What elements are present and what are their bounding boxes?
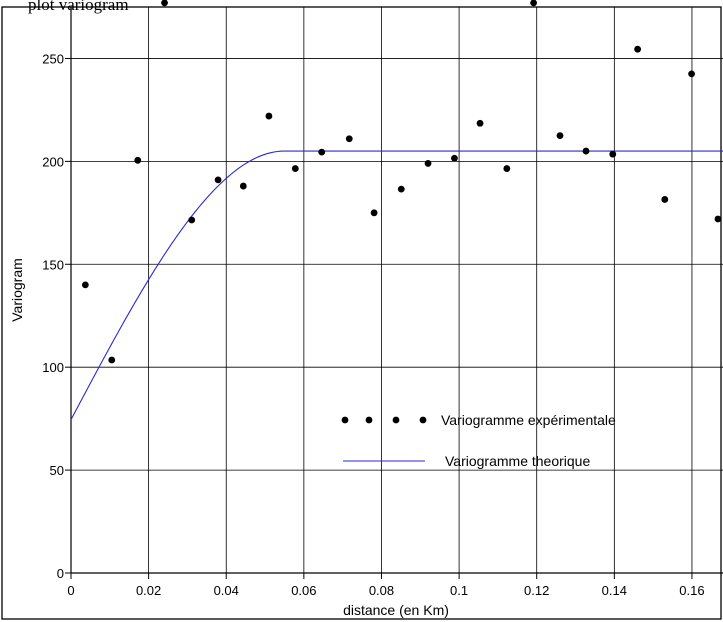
experimental-point [634,45,642,53]
y-tick-label: 0 [57,566,64,581]
legend-dot [392,416,400,424]
experimental-point [661,196,669,203]
experimental-point [582,147,590,155]
legend-dot [341,416,349,424]
x-tick-label: 0.08 [369,583,394,598]
experimental-point [265,112,273,120]
x-tick-labels: 0 0.02 0.04 0.06 0.08 0.1 0.12 0.14 0.16 [67,583,704,598]
experimental-point [345,135,353,143]
x-tick-label: 0.1 [450,583,468,598]
theoretical-variogram-series [70,150,723,420]
experimental-point [503,165,511,172]
experimental-point [370,209,378,217]
legend-dot [419,416,427,424]
legend-dot [365,416,373,424]
experimental-point [714,215,722,223]
y-tick-label: 200 [42,154,64,169]
y-tick-labels: 0 50 100 150 200 250 [42,51,64,581]
legend-label-theoretical: Variogramme theorique [445,453,590,469]
x-tick-label: 0 [67,583,74,598]
x-tick-label: 0.02 [136,583,161,598]
y-tick-label: 100 [42,360,64,375]
y-tick-label: 250 [42,51,64,66]
plot-frame [1,6,722,620]
grid [71,7,723,573]
experimental-point [239,182,247,190]
x-tick-label: 0.14 [602,583,627,598]
experimental-point [291,165,299,172]
theoretical-variogram-line [70,150,723,420]
experimental-point [530,0,538,7]
experimental-point [318,148,326,156]
experimental-point [397,185,405,193]
experimental-point [161,0,168,7]
experimental-point [214,176,222,184]
legend-label-experimental: Variogramme expérimentale [441,412,616,428]
x-tick-label: 0.04 [214,583,239,598]
experimental-point [476,119,484,127]
experimental-point [108,356,116,364]
experimental-point [688,70,695,78]
axes [65,7,723,579]
x-axis-label: distance (en Km) [343,602,449,618]
experimental-point [451,154,458,162]
y-tick-label: 50 [50,463,64,478]
legend-scatter-marker [341,416,427,424]
experimental-point [609,150,617,158]
experimental-point [134,156,142,164]
experimental-point [188,216,196,224]
y-axis-label: Variogram [9,258,25,322]
legend: Variogramme expérimentale Variogramme th… [341,412,616,469]
experimental-point [556,132,564,140]
x-tick-label: 0.06 [291,583,316,598]
experimental-variogram-series [81,0,722,364]
experimental-point [81,281,89,289]
x-tick-label: 0.12 [524,583,549,598]
x-tick-label: 0.16 [679,583,704,598]
y-tick-label: 150 [42,257,64,272]
experimental-point [424,160,432,167]
